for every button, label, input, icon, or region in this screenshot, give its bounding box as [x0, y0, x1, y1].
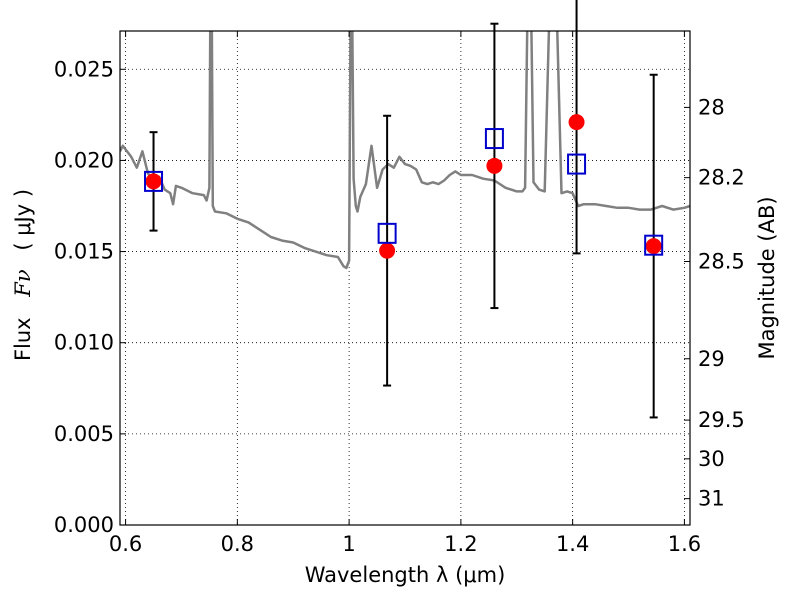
x-axis-label: Wavelength λ (μm) — [305, 563, 506, 587]
observed-point — [486, 157, 503, 174]
y-axis-label-math: Fν — [11, 269, 35, 298]
x-axis-ticks: 0.6 0.8 1 1.2 1.4 1.6 — [109, 31, 701, 556]
y2-axis-label: Magnitude (AB) — [755, 196, 779, 359]
observed-points — [145, 114, 662, 259]
x-tick-label: 0.8 — [221, 532, 254, 556]
y2-tick-label: 30 — [698, 447, 725, 471]
model-point — [144, 170, 164, 192]
x-tick-label: 1 — [342, 532, 355, 556]
model-point — [484, 128, 504, 150]
x-tick-label: 0.6 — [109, 532, 142, 556]
y-axis-ticks: 0.000 0.005 0.010 0.015 0.020 0.025 — [54, 57, 126, 537]
y2-tick-label: 29 — [698, 347, 725, 371]
y-axis-label-text: Flux — [11, 317, 35, 361]
model-points — [144, 128, 664, 256]
model-point — [644, 234, 664, 256]
y2-tick-label: 28.5 — [698, 250, 745, 274]
y2-tick-label: 28 — [698, 95, 725, 119]
y-axis-label-unit: ( μJy ) — [11, 189, 35, 251]
x-tick-label: 1.4 — [556, 532, 589, 556]
spectrum-line — [120, 31, 690, 270]
x-tick-label: 1.6 — [668, 532, 701, 556]
spectrum-series — [120, 31, 690, 270]
observed-point — [145, 173, 162, 190]
y-tick-label: 0.025 — [54, 57, 114, 81]
observed-point — [568, 114, 585, 131]
y2-tick-label: 28.2 — [698, 166, 745, 190]
y-tick-label: 0.020 — [54, 148, 114, 172]
y-tick-label: 0.000 — [54, 513, 114, 537]
y-axis-label: Flux Fν ( μJy ) — [11, 189, 35, 361]
y-tick-label: 0.010 — [54, 331, 114, 355]
observed-point — [379, 242, 396, 259]
observed-point — [645, 238, 662, 255]
model-point — [567, 153, 587, 175]
y-tick-label: 0.015 — [54, 240, 114, 264]
y-tick-label: 0.005 — [54, 422, 114, 446]
model-point — [377, 222, 397, 244]
x-tick-label: 1.2 — [444, 532, 477, 556]
y2-axis-ticks: 28 28.2 28.5 29 29.5 30 31 — [684, 95, 745, 511]
y2-tick-label: 29.5 — [698, 408, 745, 432]
y2-tick-label: 31 — [698, 487, 725, 511]
plot-frame — [119, 30, 691, 526]
